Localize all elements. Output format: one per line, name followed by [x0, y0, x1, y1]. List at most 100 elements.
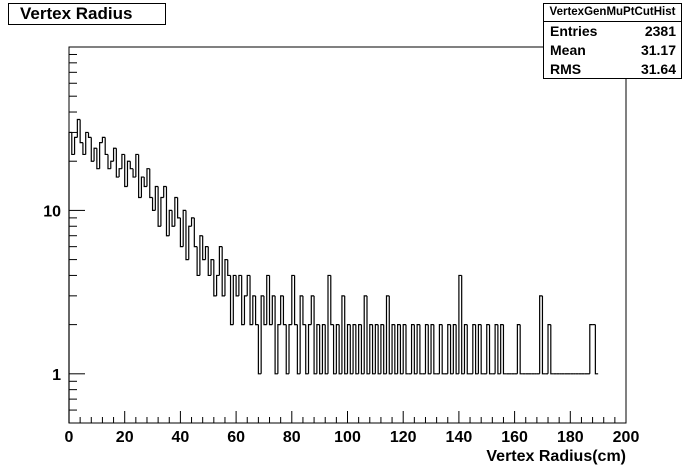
histogram-bin: [260, 295, 264, 374]
histogram-bin: [299, 295, 303, 374]
histogram-bin: [399, 324, 404, 375]
histogram-bin: [73, 136, 78, 155]
histogram-bin: [430, 324, 434, 374]
histogram-bin: [321, 324, 326, 374]
histogram-bin: [196, 246, 200, 277]
histogram-bin: [497, 324, 501, 375]
chart-title: Vertex Radius: [8, 3, 166, 25]
histogram-bin: [171, 210, 175, 227]
histogram-bin: [305, 324, 309, 375]
histogram-bin: [589, 324, 593, 374]
histogram-bin: [71, 132, 75, 156]
histogram-bin: [338, 324, 342, 375]
histogram-bin: [302, 295, 306, 326]
histogram-bin: [252, 295, 256, 325]
histogram-bin: [76, 118, 81, 138]
histogram-bin: [541, 295, 546, 375]
x-tick-label: 140: [446, 429, 473, 446]
histogram-bin: [96, 148, 100, 170]
stats-value: 31.17: [640, 42, 676, 58]
histogram-bin: [232, 274, 237, 325]
histogram-bin: [449, 324, 454, 375]
histogram-bin: [363, 295, 367, 374]
x-tick-label: 20: [116, 429, 134, 446]
histogram-bin: [452, 324, 457, 374]
histogram-bin: [327, 274, 331, 374]
x-tick-label: 200: [613, 429, 640, 446]
histogram-bin: [213, 259, 217, 297]
stats-row-rms: RMS 31.64: [544, 60, 681, 79]
histogram-bin: [112, 147, 117, 162]
histogram-bin: [369, 324, 373, 374]
histogram-bin: [257, 324, 262, 375]
x-axis-title: Vertex Radius(cm): [486, 448, 626, 465]
stats-label: Entries: [550, 23, 598, 39]
histogram-bin: [118, 168, 122, 178]
histogram-bin: [90, 137, 95, 162]
histogram-bin: [463, 324, 468, 374]
histogram-bin: [199, 235, 203, 276]
histogram-bin: [519, 324, 523, 375]
histogram-bin: [246, 274, 251, 296]
histogram-bin: [149, 168, 153, 199]
histogram-bin: [466, 324, 471, 375]
histogram-bin: [335, 324, 340, 374]
histogram-bin: [85, 131, 89, 155]
histogram-bin: [494, 324, 498, 374]
histogram-bin: [374, 324, 379, 374]
histogram-bin: [319, 324, 323, 375]
histogram-bin: [129, 161, 134, 170]
y-axis-ticks: 1 10: [43, 46, 85, 424]
histogram-bin: [138, 154, 142, 199]
histogram-bin: [277, 324, 281, 374]
histogram-bin: [101, 136, 106, 143]
histogram-bin: [182, 209, 186, 247]
stats-value: 31.64: [640, 61, 676, 77]
histogram-bin: [174, 196, 178, 227]
histogram-bin: [82, 142, 86, 156]
histogram-bin: [410, 324, 415, 374]
histogram-bin: [461, 275, 465, 375]
histogram-bin: [107, 154, 111, 170]
histogram-bin: [310, 295, 315, 325]
histogram-bin: [135, 153, 139, 178]
histogram-bin: [458, 274, 462, 374]
x-tick-label: 60: [227, 429, 245, 446]
histogram-bin: [227, 259, 231, 277]
histogram-bin: [424, 324, 429, 374]
x-tick-label: 40: [172, 429, 190, 446]
histogram-bin: [341, 295, 345, 374]
histogram-bin: [124, 154, 128, 188]
histogram-bin: [500, 324, 504, 374]
histogram-bin: [475, 324, 479, 375]
histogram-bin: [385, 295, 390, 374]
histogram-bin: [216, 274, 220, 296]
x-tick-label: 180: [557, 429, 584, 446]
histogram-bin: [210, 258, 214, 276]
x-tick-label: 80: [283, 429, 301, 446]
histogram-bin: [358, 324, 362, 374]
histogram-bin: [241, 275, 245, 326]
histogram-bin: [438, 324, 443, 374]
histogram-bin: [296, 324, 301, 375]
histogram-bin: [488, 324, 493, 375]
histogram-bin: [104, 137, 108, 156]
histogram-bin: [243, 295, 248, 325]
histogram-bin: [332, 324, 337, 375]
histogram-bin: [383, 324, 387, 375]
histogram-bin: [344, 295, 348, 375]
histogram-bin: [146, 168, 150, 187]
stats-row-entries: Entries 2381: [544, 22, 681, 41]
histogram-bin: [110, 160, 114, 169]
histogram-bin: [282, 295, 287, 326]
histogram-bin: [285, 324, 290, 375]
histogram-bin: [516, 324, 521, 374]
x-axis-ticks: 0 20 40 60 80 100 120 140 160 180 200: [65, 411, 640, 446]
histogram-bin: [313, 295, 317, 375]
histogram-bin: [293, 275, 298, 326]
histogram-bin: [207, 246, 212, 277]
histogram-bin: [316, 324, 320, 374]
histogram-bin: [291, 274, 295, 325]
histogram-bin: [202, 235, 206, 261]
histogram-bin: [140, 176, 145, 198]
